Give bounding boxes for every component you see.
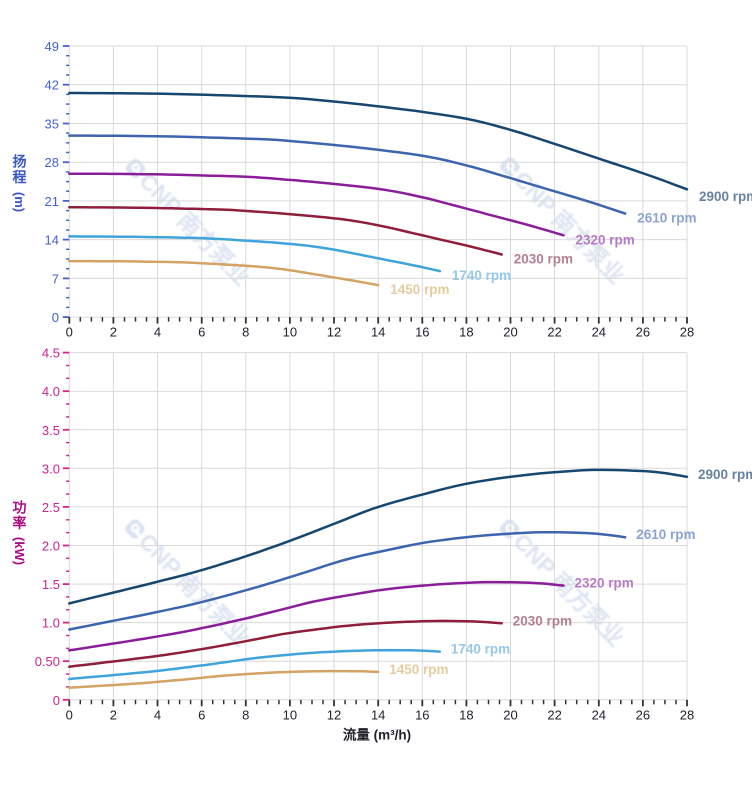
svg-text:2.0: 2.0 — [42, 539, 60, 554]
svg-text:22: 22 — [547, 324, 561, 339]
svg-text:4: 4 — [154, 324, 161, 339]
svg-text:3.0: 3.0 — [42, 461, 60, 476]
svg-text:2610 rpm: 2610 rpm — [636, 527, 695, 542]
svg-text:18: 18 — [459, 324, 473, 339]
svg-text:2610 rpm: 2610 rpm — [637, 211, 696, 226]
svg-text:20: 20 — [503, 324, 517, 339]
svg-text:6: 6 — [198, 324, 205, 339]
svg-text:42: 42 — [45, 78, 59, 93]
svg-text:2900 rpm: 2900 rpm — [698, 467, 752, 482]
svg-text:1740 rpm: 1740 rpm — [452, 268, 511, 283]
svg-text:(m): (m) — [12, 192, 27, 212]
svg-text:1740 rpm: 1740 rpm — [451, 642, 510, 657]
svg-text:(kW): (kW) — [12, 537, 27, 565]
svg-text:16: 16 — [415, 707, 429, 722]
svg-text:1.5: 1.5 — [42, 577, 60, 592]
svg-text:2900 rpm: 2900 rpm — [699, 189, 752, 204]
svg-text:24: 24 — [592, 707, 606, 722]
svg-text:0: 0 — [66, 707, 73, 722]
svg-text:18: 18 — [459, 707, 473, 722]
svg-text:4: 4 — [154, 707, 161, 722]
svg-text:0: 0 — [53, 693, 60, 708]
svg-text:4.5: 4.5 — [42, 346, 60, 361]
svg-text:1450 rpm: 1450 rpm — [389, 662, 448, 677]
svg-text:14: 14 — [371, 324, 385, 339]
svg-text:2030 rpm: 2030 rpm — [513, 613, 572, 628]
svg-text:流量 (m³/h): 流量 (m³/h) — [343, 727, 411, 743]
svg-text:2.5: 2.5 — [42, 500, 60, 515]
svg-text:49: 49 — [45, 39, 59, 54]
svg-text:12: 12 — [327, 324, 341, 339]
svg-text:2: 2 — [110, 324, 117, 339]
svg-text:1450 rpm: 1450 rpm — [390, 282, 449, 297]
svg-text:28: 28 — [680, 707, 694, 722]
svg-text:22: 22 — [547, 707, 561, 722]
svg-text:3.5: 3.5 — [42, 423, 60, 438]
svg-text:14: 14 — [45, 233, 59, 248]
svg-text:26: 26 — [636, 324, 650, 339]
svg-text:16: 16 — [415, 324, 429, 339]
svg-text:2320 rpm: 2320 rpm — [576, 232, 635, 247]
svg-text:0.50: 0.50 — [35, 654, 60, 669]
svg-text:1.0: 1.0 — [42, 616, 60, 631]
svg-text:28: 28 — [680, 324, 694, 339]
svg-text:21: 21 — [45, 194, 59, 209]
svg-text:35: 35 — [45, 117, 59, 132]
svg-text:4.0: 4.0 — [42, 384, 60, 399]
svg-text:26: 26 — [636, 707, 650, 722]
svg-text:2030 rpm: 2030 rpm — [514, 252, 573, 267]
svg-text:8: 8 — [242, 707, 249, 722]
svg-text:7: 7 — [52, 271, 59, 286]
svg-text:14: 14 — [371, 707, 385, 722]
svg-text:12: 12 — [327, 707, 341, 722]
svg-text:2: 2 — [110, 707, 117, 722]
svg-text:扬: 扬 — [13, 154, 27, 170]
svg-text:10: 10 — [283, 707, 297, 722]
svg-text:28: 28 — [45, 155, 59, 170]
svg-text:20: 20 — [503, 707, 517, 722]
svg-text:6: 6 — [198, 707, 205, 722]
svg-text:24: 24 — [592, 324, 606, 339]
svg-text:2320 rpm: 2320 rpm — [575, 576, 634, 591]
svg-text:0: 0 — [52, 310, 59, 325]
svg-text:0: 0 — [66, 324, 73, 339]
svg-text:功: 功 — [13, 500, 27, 516]
svg-text:10: 10 — [283, 324, 297, 339]
svg-text:8: 8 — [242, 324, 249, 339]
svg-text:率: 率 — [13, 515, 27, 531]
svg-text:程: 程 — [13, 169, 27, 185]
